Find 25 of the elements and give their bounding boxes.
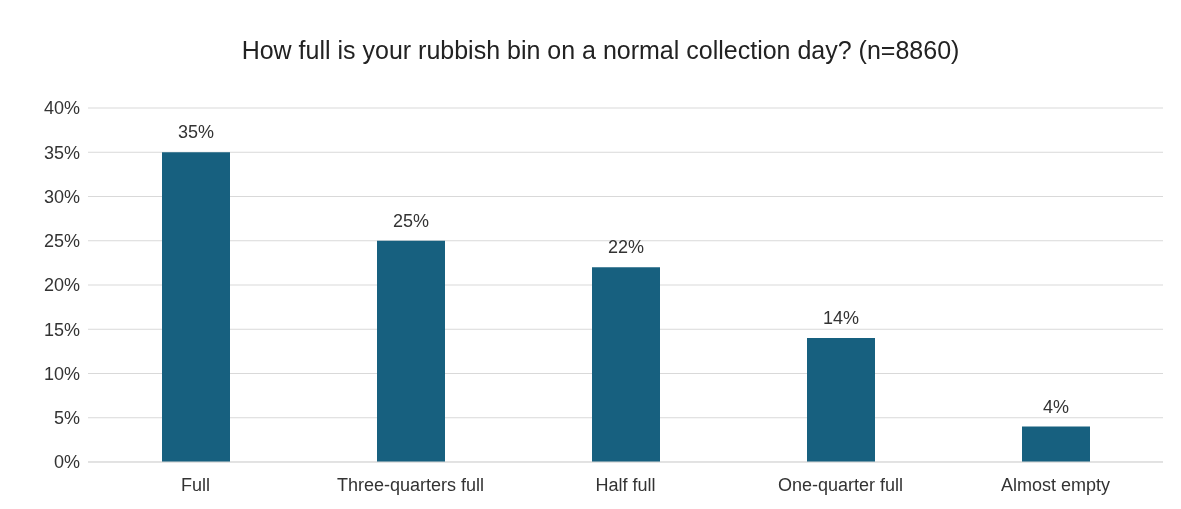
y-tick-label: 20% — [43, 275, 80, 296]
data-label: 25% — [392, 210, 430, 231]
y-tick-label: 25% — [43, 231, 80, 252]
y-tick-label: 15% — [43, 319, 80, 340]
data-label: 22% — [607, 237, 645, 258]
x-tick-label: Almost empty — [1000, 474, 1111, 495]
y-tick-label: 30% — [43, 186, 80, 207]
data-label: 35% — [177, 122, 215, 143]
x-tick-label: Three-quarters full — [336, 474, 485, 495]
y-tick-label: 35% — [43, 142, 80, 163]
data-label: 14% — [822, 308, 860, 329]
chart-title: How full is your rubbish bin on a normal collection day? (n=8860) — [240, 35, 961, 66]
bar — [592, 267, 660, 462]
x-tick-label: Half full — [595, 474, 656, 495]
bar — [162, 152, 230, 462]
y-tick-label: 10% — [43, 363, 80, 384]
y-tick-label: 5% — [53, 408, 80, 429]
bar — [1022, 426, 1090, 462]
y-tick-label: 0% — [53, 452, 80, 473]
bar — [377, 240, 445, 462]
y-tick-label: 40% — [43, 98, 80, 119]
bar — [807, 338, 875, 462]
x-tick-label: One-quarter full — [777, 474, 904, 495]
data-label: 4% — [1042, 396, 1070, 417]
x-tick-label: Full — [180, 474, 211, 495]
